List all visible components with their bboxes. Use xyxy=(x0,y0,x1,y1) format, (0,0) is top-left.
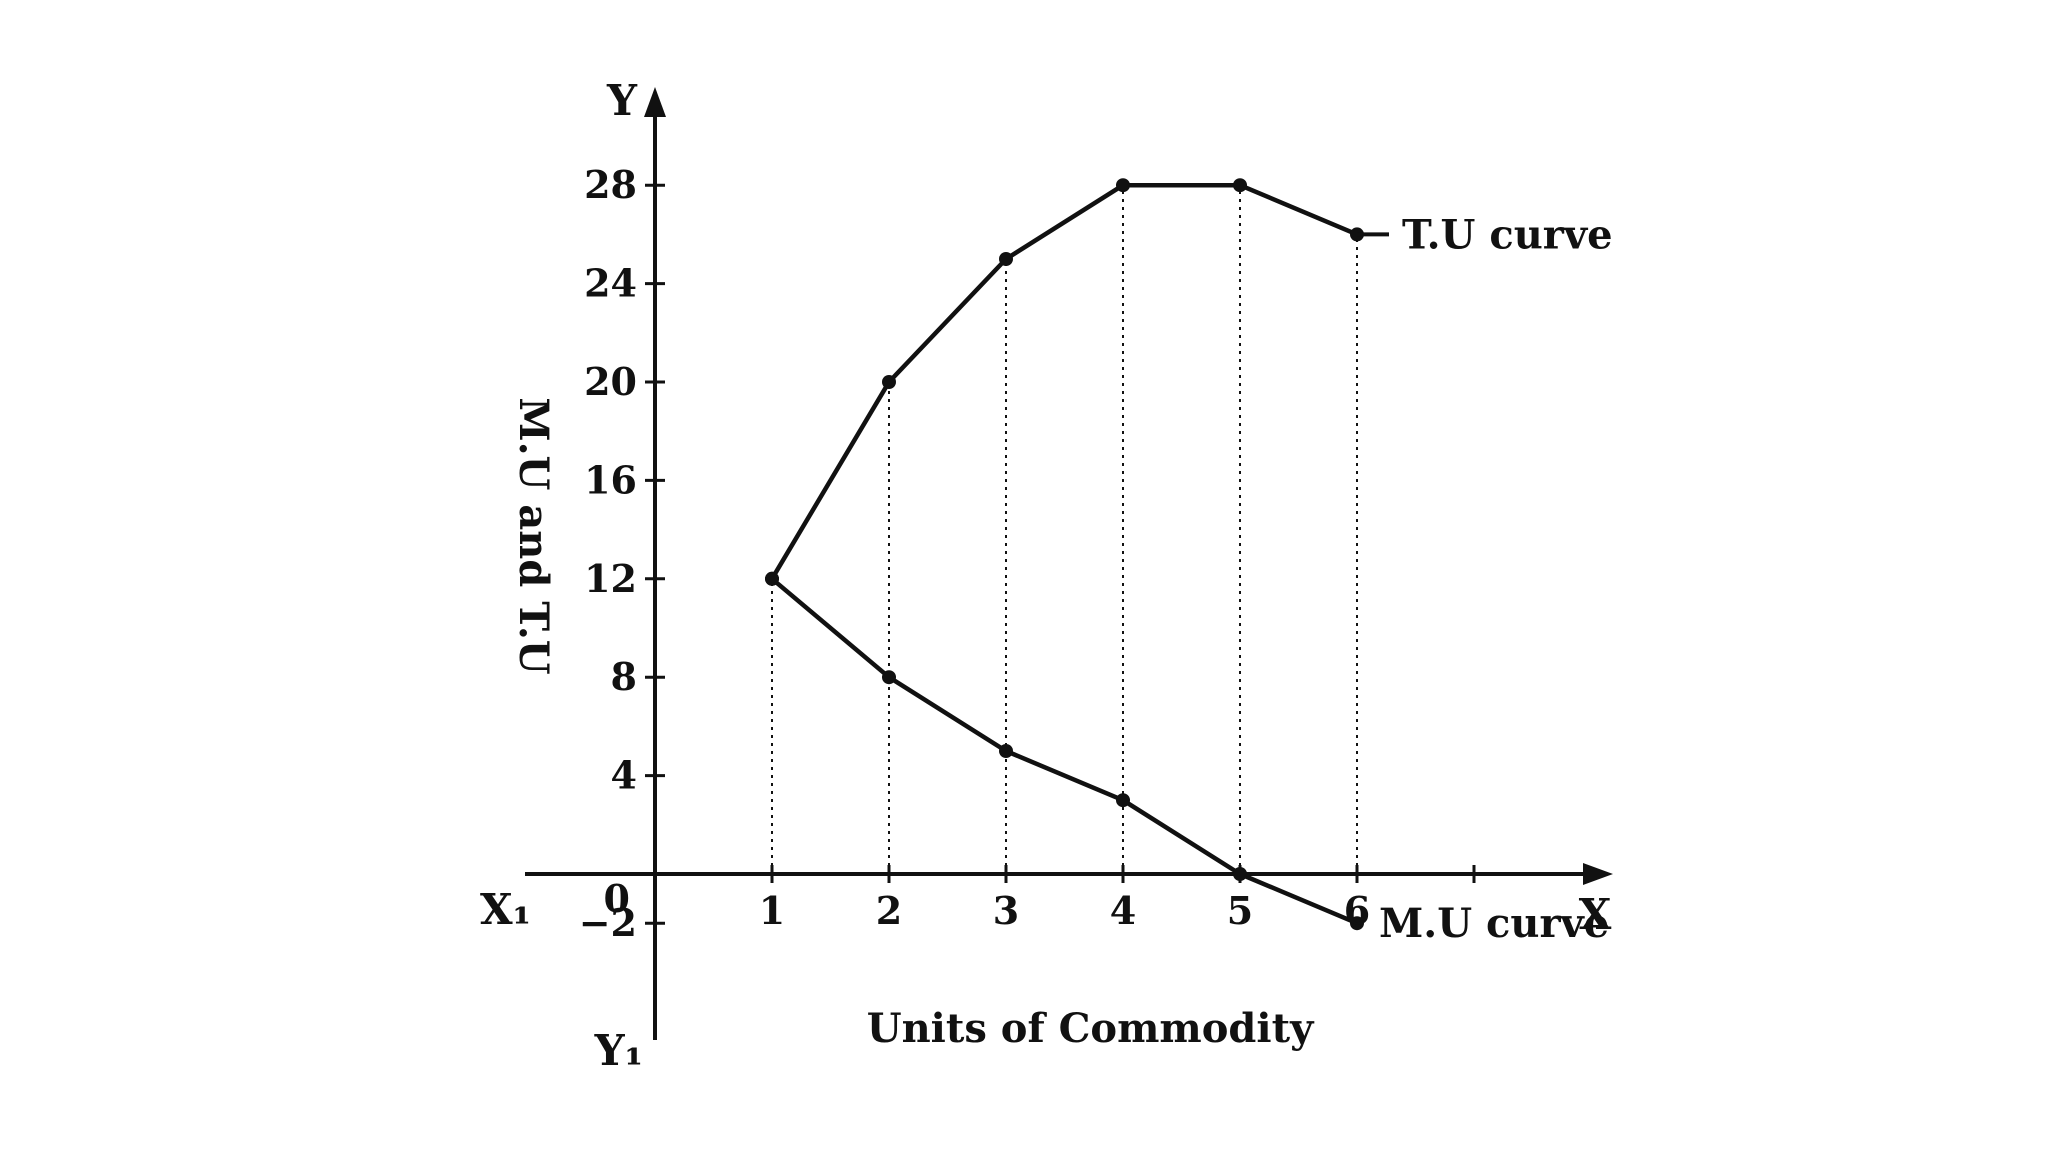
m-u-curve-point xyxy=(999,744,1013,758)
y-axis-letter: Y xyxy=(606,76,638,125)
m-u-curve-point xyxy=(882,670,896,685)
x-tick-label: 0 xyxy=(604,876,630,921)
y-negative-axis-letter: Y₁ xyxy=(594,1026,643,1075)
x-tick-label: 5 xyxy=(1227,888,1253,933)
x-tick-label: 6 xyxy=(1344,888,1370,933)
y-axis-arrowhead xyxy=(644,87,666,117)
x-tick-label: 4 xyxy=(1110,888,1136,933)
y-tick-label: 16 xyxy=(584,457,637,502)
x-axis-arrowhead xyxy=(1583,863,1613,885)
series-layer xyxy=(765,178,1389,931)
dotted-guides xyxy=(771,185,1358,874)
y-axis-title: M.U and T.U xyxy=(510,397,557,674)
x-negative-axis-letter: X₁ xyxy=(480,885,531,934)
y-tick-label: 8 xyxy=(611,654,637,699)
y-tick-label: 28 xyxy=(584,162,637,207)
m-u-curve-point xyxy=(1233,867,1247,881)
x-tick-label: 2 xyxy=(876,888,902,933)
m-u-curve-point xyxy=(1116,793,1130,808)
t-u-curve-point xyxy=(882,375,896,389)
t-u-curve-point xyxy=(999,252,1013,266)
axes xyxy=(525,87,1613,1040)
t-u-curve-point xyxy=(1116,178,1130,193)
y-tick-label: 24 xyxy=(584,261,637,306)
y-tick-label: 4 xyxy=(611,753,637,798)
m-u-curve-point xyxy=(765,571,779,586)
t-u-curve-label: T.U curve xyxy=(1402,211,1613,258)
y-tick-label: 20 xyxy=(584,359,637,404)
t-u-curve-point xyxy=(1233,178,1247,193)
t-u-curve-line xyxy=(770,182,1358,580)
x-axis-letter: X xyxy=(1579,890,1612,939)
m-u-curve-label: M.U curve xyxy=(1379,900,1609,947)
m-u-curve-line xyxy=(770,577,1358,926)
x-tick-label: 1 xyxy=(759,888,785,933)
y-tick-label: −2 xyxy=(579,900,637,945)
x-axis-title: Units of Commodity xyxy=(867,1005,1315,1052)
y-tick-label: 12 xyxy=(584,556,637,601)
x-tick-label: 3 xyxy=(993,888,1019,933)
m-u-curve-point xyxy=(1350,916,1364,931)
tick-marks xyxy=(645,183,1476,925)
